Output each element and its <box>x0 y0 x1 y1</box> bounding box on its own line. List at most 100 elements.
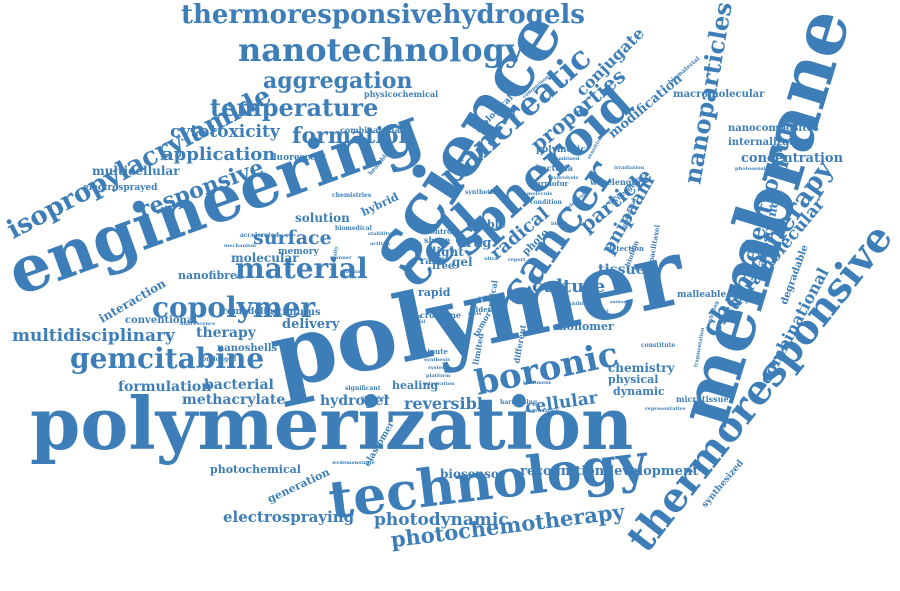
word-nanotechnology: nanotechnology <box>238 31 524 69</box>
word-fluorescent: fluorescent <box>270 153 327 163</box>
word-condition: condition <box>530 199 562 206</box>
word-polymerization: polymerization <box>30 381 634 466</box>
word-methacrylate: methacrylate <box>182 392 286 408</box>
word-physical: physical <box>608 373 659 386</box>
word-solution: solution <box>295 211 350 225</box>
word-control: control <box>426 227 455 236</box>
word-system: system <box>428 365 448 371</box>
word-tissue: tissue <box>598 262 645 278</box>
word-chemistry: chemistry <box>608 361 675 375</box>
word-molecular: molecular <box>231 251 299 265</box>
word-light: light <box>432 245 464 259</box>
word-molecule: molecule <box>527 191 553 197</box>
word-multicellular: multicellular <box>92 164 180 178</box>
word-detection: detection <box>607 244 644 253</box>
word-report: report <box>508 257 526 263</box>
word-degradation: degradation <box>525 408 559 414</box>
word-electrosprayed: electrosprayed <box>83 183 158 193</box>
word-treatment: treatment <box>523 380 552 386</box>
word-manner: manner <box>330 255 352 261</box>
word-integration: integration <box>423 381 455 387</box>
word-representative: representative <box>645 406 686 412</box>
word-line: line <box>444 310 461 320</box>
word-stability: stability <box>368 231 391 237</box>
word-copolymer: copolymer <box>152 291 316 324</box>
word-physicochemical: physicochemical <box>364 89 439 99</box>
word-constitute: constitute <box>641 342 676 349</box>
word-material: material <box>235 252 368 285</box>
word-activity: activity <box>370 241 391 247</box>
word-therapy: therapy <box>196 325 256 341</box>
word-culture: culture <box>532 276 606 297</box>
word-malleable: malleable <box>677 290 727 300</box>
word-contact: contact <box>592 308 609 313</box>
word-chemistries: chemistries <box>332 192 372 199</box>
word-temperature: temperature <box>210 93 379 122</box>
word-free: free <box>432 261 455 272</box>
word-minute: minute <box>420 347 448 356</box>
word-memory: memory <box>278 247 319 257</box>
word-mechanism: mechanism <box>224 243 257 249</box>
word-polymeric: polymeric <box>536 145 586 155</box>
word-ultra: ultra <box>484 256 498 262</box>
word-aggregation: aggregation <box>263 68 413 94</box>
word-wavelength: wavelength <box>590 177 641 187</box>
word-healing: healing <box>392 379 439 392</box>
word-shape: shape <box>424 235 451 245</box>
word-gel: gel <box>452 255 473 269</box>
word-hydrolysis: hydrolysis <box>550 175 579 181</box>
word-stimulus: stimulus <box>272 307 321 318</box>
word-hydrogel: hydrogel <box>320 393 389 409</box>
word-photosensitiser: photosensitiser <box>735 166 779 172</box>
word-nanocomposites: nanocomposites <box>728 123 819 134</box>
word-blend: blend <box>551 221 567 227</box>
word-accelerated: accelerated <box>240 232 279 239</box>
word-drug: drug <box>457 236 492 251</box>
word-application: application <box>162 144 276 165</box>
word-synthesis: synthesis <box>424 357 451 363</box>
word-platform: platform <box>426 373 451 379</box>
word-delivery: delivery <box>282 317 340 332</box>
word-gemcitabine: gemcitabine <box>70 342 265 375</box>
word-monomer: monomer <box>555 320 614 333</box>
word-formulation: formulation <box>118 379 212 395</box>
word-synthetic: synthetic <box>465 189 496 196</box>
word-multidisciplinary: multidisciplinary <box>12 326 175 346</box>
word-formation: formation <box>292 123 415 149</box>
word-nanofibres: nanofibres <box>178 269 244 282</box>
word-fluorescence: fluorescence <box>180 321 216 327</box>
word-reversible: reversible <box>404 394 494 413</box>
word-remodeling: remodeling <box>222 307 280 317</box>
word-exhibit: exhibit <box>566 301 586 307</box>
word-surface: surface <box>253 227 332 249</box>
word-rapid: rapid <box>418 286 451 299</box>
word-recognition: recognition <box>520 464 605 479</box>
word-nanoshells: nanoshells <box>217 343 278 354</box>
word-alder: alder <box>471 305 492 314</box>
word-electrospraying: electrospraying <box>223 508 355 526</box>
word-carmofur: carmofur <box>532 179 569 188</box>
word-prolonged: prolonged <box>202 356 237 363</box>
word-visible: visible <box>466 218 506 231</box>
word-irradiation: irradiation <box>614 165 645 171</box>
word-conventional: conventional <box>125 315 198 326</box>
word-relevant: relevant <box>340 269 363 275</box>
word-biomedical: biomedical <box>335 225 372 232</box>
word-internalization: internalization <box>728 137 812 148</box>
word-significant: significant <box>345 385 381 392</box>
word-antitumor: antitumor <box>610 299 633 304</box>
word-raft: raft <box>420 256 441 267</box>
word-combined: combined <box>552 156 580 162</box>
word-development: development <box>605 464 699 479</box>
word-dynamic: dynamic <box>613 385 665 398</box>
word-cross: cross <box>420 310 444 320</box>
word-thermoresponsivehydrogels: thermoresponsivehydrogels <box>181 0 585 30</box>
word-concentration: concentration <box>741 151 844 166</box>
word-bacterial: bacterial <box>204 377 274 393</box>
word-dual: dual <box>413 319 426 325</box>
word-biosensor: biosensor <box>440 467 506 481</box>
word-self: self <box>478 295 489 301</box>
word-cytotoxicity: cytotoxicity <box>170 122 280 142</box>
word-photolysis: photolysis <box>361 395 390 401</box>
